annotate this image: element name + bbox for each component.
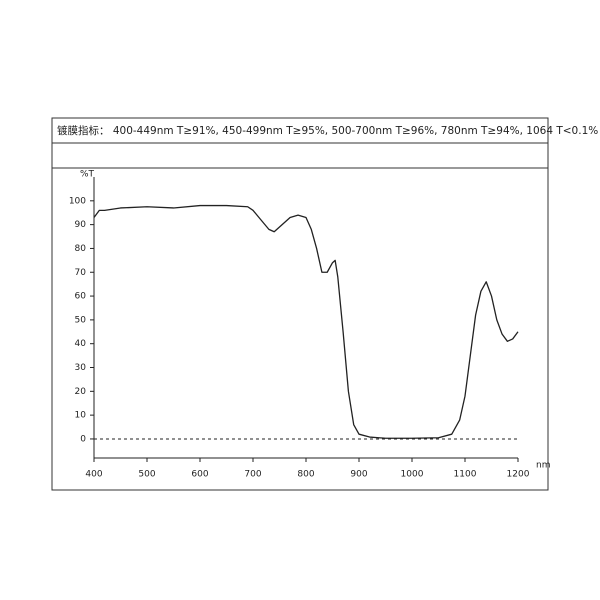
x-axis-label: nm [536,461,550,471]
spec-text: 镀膜指标： 400-449nm T≥91%, 450-499nm T≥95%, … [57,124,598,137]
y-tick-label: 100 [69,196,86,206]
transmission-curve [93,204,519,439]
x-tick-label: 500 [138,470,155,480]
y-tick-label: 0 [80,434,86,444]
y-tick-label: 20 [75,387,87,397]
x-tick-label: 400 [85,470,102,480]
y-tick-label: 40 [75,339,87,349]
x-tick-label: 800 [297,470,314,480]
y-tick-label: 90 [75,220,87,230]
y-tick-label: 30 [75,363,87,373]
y-tick-label: 10 [75,411,87,421]
x-tick-label: 1200 [507,470,530,480]
x-tick-label: 1000 [401,470,424,480]
x-tick-label: 700 [244,470,261,480]
y-tick-label: 70 [75,268,87,278]
x-tick-label: 600 [191,470,208,480]
x-tick-label: 900 [350,470,367,480]
frame [51,117,549,491]
y-axis-label: %T [80,170,95,180]
y-tick-label: 60 [75,292,87,302]
y-tick-label: 80 [75,244,87,254]
y-tick-label: 50 [75,315,87,325]
x-tick-label: 1100 [454,470,477,480]
